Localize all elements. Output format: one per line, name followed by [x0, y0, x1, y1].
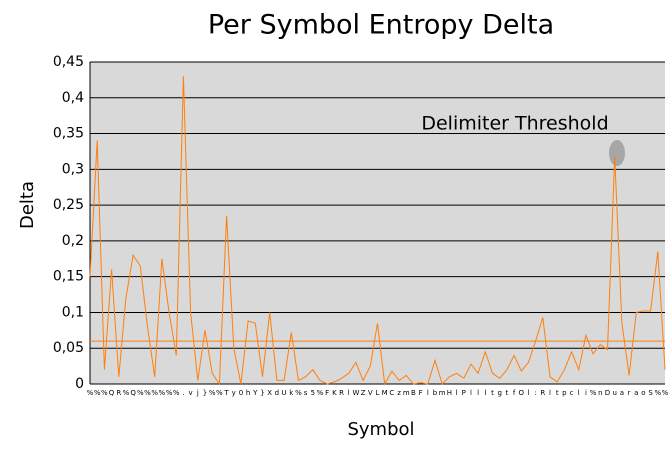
y-tick-label: 0,2 [62, 233, 84, 249]
x-tick-label: % [173, 389, 180, 397]
x-tick-label: n [598, 389, 602, 397]
x-tick-label: o [641, 389, 645, 397]
data-line [89, 76, 666, 386]
y-tick-label: 0,4 [62, 90, 84, 106]
x-tick-label: % [101, 389, 108, 397]
x-tick-label: a [620, 389, 624, 397]
x-tick-label: } [203, 389, 207, 397]
y-axis-label: Delta [17, 181, 38, 229]
x-tick-label: Q [109, 389, 115, 397]
x-tick-label: l [348, 389, 350, 397]
x-tick-label: l [470, 389, 472, 397]
x-tick-label: % [662, 389, 669, 397]
x-tick-label: % [87, 389, 94, 397]
chart-title: Per Symbol Entropy Delta [208, 10, 554, 41]
x-tick-label: v [189, 389, 193, 397]
x-tick-label: 5 [311, 389, 315, 397]
x-tick-label: Y [252, 389, 258, 397]
x-tick-label: l [549, 389, 551, 397]
x-tick-label: R [540, 389, 545, 397]
x-tick-label: h [246, 389, 250, 397]
x-tick-label: % [144, 389, 151, 397]
plot-area [90, 62, 665, 384]
x-tick-label: 0 [239, 389, 243, 397]
x-tick-label: m [403, 389, 410, 397]
annotation: Delimiter Threshold [421, 113, 608, 135]
y-tick-label: 0,3 [62, 161, 84, 177]
x-tick-label: a [634, 389, 638, 397]
x-tick-label: : [534, 389, 536, 397]
x-tick-label: c [570, 389, 574, 397]
x-tick-label: } [260, 389, 264, 397]
x-tick-label: b [433, 389, 438, 397]
x-tick-label: t [491, 389, 494, 397]
x-tick-label: % [295, 389, 302, 397]
y-tick-label: 0,05 [53, 340, 84, 356]
x-tick-label: D [605, 389, 610, 397]
x-tick-label: d [275, 389, 279, 397]
y-tick-label: 0,35 [53, 126, 84, 142]
y-tick-label: 0,15 [53, 269, 84, 285]
x-tick-label: l [456, 389, 458, 397]
y-tick-label: 0,45 [53, 54, 84, 70]
x-tick-label: O [518, 389, 524, 397]
x-tick-label: s [304, 389, 308, 397]
x-tick-label: % [159, 389, 166, 397]
x-tick-label: R [116, 389, 121, 397]
x-tick-label: m [439, 389, 446, 397]
x-tick-label: Q [130, 389, 136, 397]
x-tick-label: H [447, 389, 452, 397]
x-tick-label: M [382, 389, 388, 397]
x-tick-label: % [94, 389, 101, 397]
y-tick-label: 0,25 [53, 197, 84, 213]
highlight [609, 140, 625, 166]
x-tick-label: l [427, 389, 429, 397]
x-tick-label: K [332, 389, 337, 397]
x-axis-label: Symbol [347, 419, 414, 440]
x-tick-label: U [282, 389, 287, 397]
x-tick-label: g [497, 389, 501, 397]
x-tick-label: P [462, 389, 466, 397]
x-tick-label: B [411, 389, 416, 397]
x-tick-label: % [654, 389, 661, 397]
x-tick-label: % [137, 389, 144, 397]
x-tick-label: y [232, 389, 236, 397]
x-tick-label: S [648, 389, 653, 397]
x-tick-label: z [397, 389, 401, 397]
x-tick-label: p [562, 389, 567, 397]
x-tick-label: j [196, 389, 199, 397]
x-tick-label: R [339, 389, 344, 397]
x-tick-label: F [419, 389, 423, 397]
x-tick-label: V [368, 389, 373, 397]
x-tick-label: k [289, 389, 294, 397]
x-tick-label: l [578, 389, 580, 397]
x-tick-label: L [376, 389, 380, 397]
x-tick-label: % [166, 389, 173, 397]
x-tick-label: t [506, 389, 509, 397]
x-tick-label: % [151, 389, 158, 397]
x-tick-label: C [389, 389, 394, 397]
x-tick-label: W [352, 389, 359, 397]
x-tick-label: t [556, 389, 559, 397]
x-tick-label: % [209, 389, 216, 397]
y-tick-label: 0,1 [62, 304, 84, 320]
x-tick-label: . [182, 389, 184, 397]
x-tick-label: % [590, 389, 597, 397]
x-tick-label: i [585, 389, 587, 397]
x-tick-label: Z [361, 389, 366, 397]
x-tick-label: u [612, 389, 616, 397]
x-tick-label: l [527, 389, 529, 397]
x-tick-label: r [628, 389, 631, 397]
x-tick-label: X [267, 389, 272, 397]
x-tick-label: % [216, 389, 223, 397]
x-tick-label: l [484, 389, 486, 397]
x-tick-label: f [513, 389, 516, 397]
x-tick-label: T [223, 389, 229, 397]
x-tick-label: % [317, 389, 324, 397]
x-tick-label: F [325, 389, 329, 397]
y-tick-label: 0 [75, 376, 84, 392]
x-tick-label: % [123, 389, 130, 397]
x-tick-label: l [477, 389, 479, 397]
